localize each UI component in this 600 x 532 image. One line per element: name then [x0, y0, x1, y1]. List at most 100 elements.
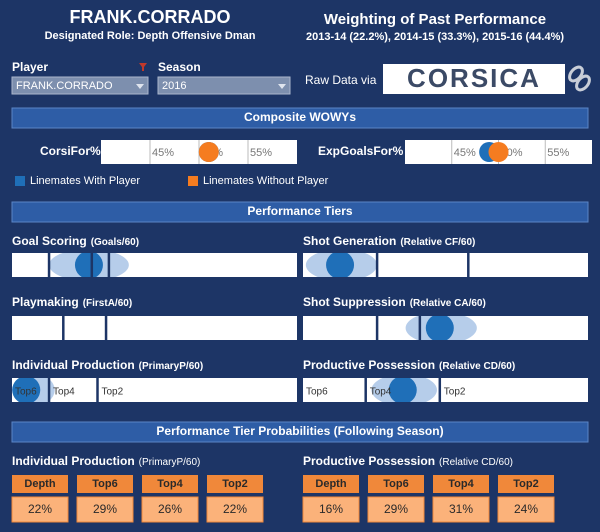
estimate-dot — [12, 378, 41, 402]
tier-unit: (Goals/60) — [91, 237, 139, 248]
group-name: Individual Production — [12, 454, 135, 468]
tier-label: Goal Scoring (Goals/60) — [12, 234, 139, 248]
tier-label: Shot Generation (Relative CF/60) — [303, 234, 475, 248]
section-title: Composite WOWYs — [244, 110, 356, 124]
tick-label: 55% — [250, 147, 272, 159]
tier-header-label: Top6 — [92, 478, 117, 490]
prob-value: 31% — [449, 502, 473, 516]
section-bar — [11, 201, 589, 223]
legend-swatch — [188, 176, 198, 186]
tier-name: Playmaking — [12, 295, 79, 309]
tier-header-label: Depth — [24, 478, 55, 490]
tier-name: Goal Scoring — [12, 234, 87, 248]
weighting-title: Weighting of Past Performance — [324, 11, 546, 28]
season-dropdown[interactable] — [157, 76, 291, 95]
tier-threshold-label: Top2 — [102, 387, 124, 398]
estimate-dot — [74, 253, 103, 277]
tier-marks — [375, 316, 477, 340]
prob-box — [141, 496, 199, 523]
tier-unit: (Relative CA/60) — [410, 298, 486, 309]
player-label: Player — [12, 60, 48, 74]
tier-header — [77, 475, 133, 493]
tier-header — [368, 475, 424, 493]
tier-name: Individual Production — [12, 358, 135, 372]
tier-threshold-label: Top4 — [53, 387, 75, 398]
wowy-dot — [488, 142, 509, 162]
tier-header — [303, 475, 359, 493]
tier-bar — [12, 316, 297, 340]
tier-header — [142, 475, 198, 493]
tier-header — [433, 475, 489, 493]
tier-header — [12, 475, 68, 493]
tick-label: 45% — [152, 147, 174, 159]
prob-box — [432, 496, 490, 523]
group-unit: (PrimaryP/60) — [139, 457, 201, 468]
player-dropdown[interactable] — [11, 76, 149, 95]
tier-header-label: Top2 — [222, 478, 247, 490]
prob-box — [302, 496, 360, 523]
tier-marks — [62, 316, 108, 340]
tick-label: 55% — [547, 147, 569, 159]
tier-threshold-label: Top6 — [306, 387, 328, 398]
section-bar — [11, 421, 589, 443]
tier-label: Productive Possession (Relative CD/60) — [303, 358, 515, 372]
player-value: FRANK.CORRADO — [16, 80, 113, 92]
weighting-detail: 2013-14 (22.2%), 2014-15 (33.3%), 2015-1… — [306, 31, 564, 43]
tier-name: Shot Suppression — [303, 295, 406, 309]
tier-unit: (Relative CD/60) — [439, 361, 515, 372]
section-title: Performance Tiers — [247, 204, 352, 218]
prob-box — [11, 496, 69, 523]
dropdown-arrow — [278, 84, 286, 89]
wowy-dot — [198, 142, 219, 162]
tier-bar — [303, 378, 588, 402]
tier-threshold-label: Top2 — [444, 387, 466, 398]
tier-unit: (Relative CF/60) — [400, 237, 475, 248]
legend-label: Linemates With Player — [30, 175, 140, 187]
prob-value: 22% — [223, 502, 247, 516]
prob-box — [206, 496, 264, 523]
tier-bar — [12, 378, 297, 402]
tier-label: Shot Suppression (Relative CA/60) — [303, 295, 486, 309]
prob-value: 16% — [319, 502, 343, 516]
tier-name: Productive Possession — [303, 358, 435, 372]
role: Designated Role: Depth Offensive Dman — [45, 30, 256, 42]
group-unit: (Relative CD/60) — [439, 457, 513, 468]
estimate-dot — [425, 316, 454, 340]
prob-value: 24% — [514, 502, 538, 516]
prob-value: 29% — [384, 502, 408, 516]
tier-header — [498, 475, 554, 493]
logo-box[interactable] — [383, 64, 565, 94]
filter-icon — [139, 63, 147, 71]
prob-box — [497, 496, 555, 523]
tier-unit: (PrimaryP/60) — [139, 361, 203, 372]
tier-label: Individual Production (PrimaryP/60) — [12, 358, 203, 372]
tier-unit: (FirstA/60) — [83, 298, 132, 309]
legend-label: Linemates Without Player — [203, 175, 329, 187]
section-bar — [11, 107, 589, 129]
metric-label: CorsiFor% — [40, 144, 101, 158]
tier-name: Shot Generation — [303, 234, 396, 248]
estimate-dot — [388, 378, 417, 402]
player-name: FRANK.CORRADO — [70, 7, 231, 27]
tier-header-label: Top6 — [383, 478, 408, 490]
tier-header-label: Depth — [315, 478, 346, 490]
prob-value: 22% — [28, 502, 52, 516]
season-label: Season — [158, 60, 201, 74]
tier-header — [207, 475, 263, 493]
legend-swatch — [15, 176, 25, 186]
tier-marks — [47, 253, 129, 277]
logo-text: CORSICA — [407, 63, 541, 93]
chain-link — [575, 74, 591, 92]
tier-label: Playmaking (FirstA/60) — [12, 295, 132, 309]
tier-threshold-label: Top6 — [15, 387, 37, 398]
tier-threshold-label: Top4 — [370, 387, 392, 398]
prob-box — [76, 496, 134, 523]
prob-box — [367, 496, 425, 523]
tier-marks: Top6 Top4 Top2 — [12, 378, 124, 402]
prob-value: 29% — [93, 502, 117, 516]
metric-label: ExpGoalsFor% — [318, 144, 404, 158]
group-name: Productive Possession — [303, 454, 435, 468]
